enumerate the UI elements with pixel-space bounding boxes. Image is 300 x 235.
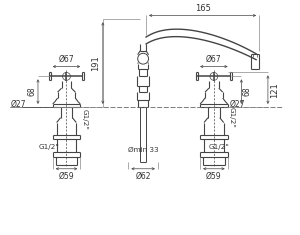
Text: 165: 165 xyxy=(195,4,211,12)
Text: 121: 121 xyxy=(270,82,279,98)
Text: Ø59: Ø59 xyxy=(206,172,222,181)
Text: Ø27: Ø27 xyxy=(230,99,245,108)
Text: Ø59: Ø59 xyxy=(59,172,74,181)
Text: 191: 191 xyxy=(92,55,100,71)
Text: Ømin 33: Ømin 33 xyxy=(128,147,158,153)
Text: G1/2": G1/2" xyxy=(229,107,235,128)
Text: Ø67: Ø67 xyxy=(206,55,222,64)
Text: Ø62: Ø62 xyxy=(135,172,151,181)
Text: Ø67: Ø67 xyxy=(59,55,74,64)
Text: 68: 68 xyxy=(28,87,37,96)
Text: G1/2": G1/2" xyxy=(209,144,230,150)
Text: G1/2": G1/2" xyxy=(81,109,87,130)
Text: G1/2": G1/2" xyxy=(39,144,60,150)
Text: 68: 68 xyxy=(243,87,252,96)
Text: Ø27: Ø27 xyxy=(11,99,26,108)
